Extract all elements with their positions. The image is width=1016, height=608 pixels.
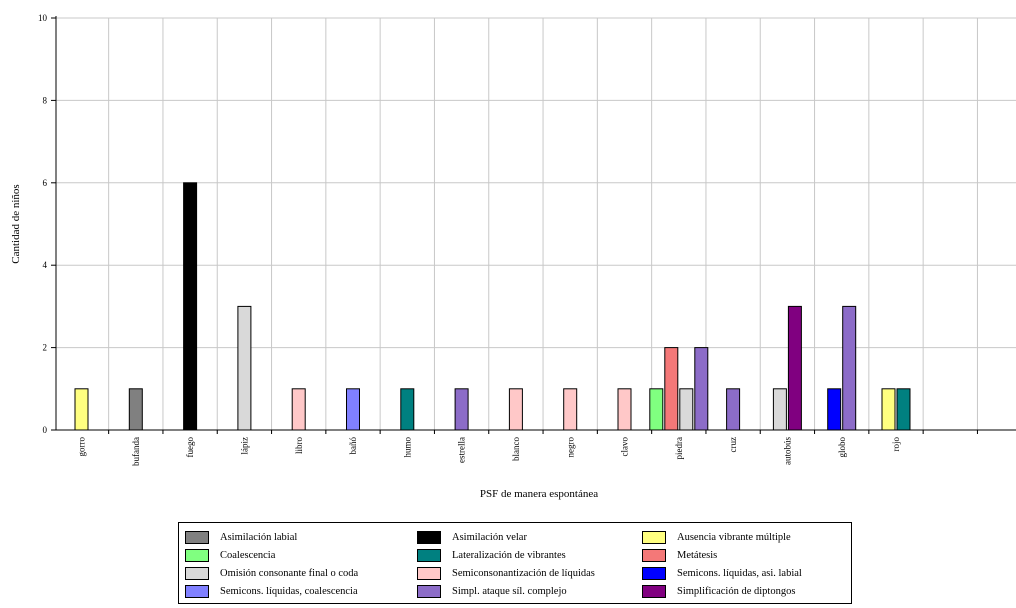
- y-tick-label: 4: [43, 260, 48, 270]
- legend-swatch: [417, 530, 441, 544]
- y-tick-label: 0: [43, 425, 48, 435]
- x-tick-label: blanco: [511, 437, 521, 461]
- legend-label: Coalescencia: [220, 549, 276, 561]
- bar: [726, 388, 741, 431]
- bar: [400, 388, 415, 431]
- legend-label: Simplificación de diptongos: [677, 585, 796, 597]
- legend-item: Ausencia vibrante múltiple: [642, 528, 857, 546]
- legend-swatch: [185, 530, 209, 544]
- axes: 0 2 4 6 8 10 gorro bufanda fuego lápiz libro bañó hu…: [38, 13, 1016, 466]
- legend-label: Lateralización de vibrantes: [452, 549, 566, 561]
- legend-swatch: [185, 566, 209, 580]
- x-axis-label: PSF de manera espontánea: [480, 488, 598, 500]
- x-tick-label: humo: [402, 437, 412, 458]
- x-tick-label: globo: [837, 437, 847, 458]
- x-tick-label: lápiz: [240, 437, 250, 455]
- legend-swatch: [185, 584, 209, 598]
- y-tick-label: 6: [43, 178, 48, 188]
- legend-item: Simplificación de diptongos: [642, 582, 857, 600]
- legend-swatch: [417, 584, 441, 598]
- bar: [291, 388, 306, 431]
- legend-label: Semicons. líquidas, asi. labial: [677, 567, 802, 579]
- y-tick-label: 2: [43, 343, 48, 353]
- x-tick-label: piedra: [674, 437, 684, 460]
- legend-swatch: [642, 584, 666, 598]
- bar: [563, 388, 578, 431]
- legend-swatch: [642, 548, 666, 562]
- legend-label: Semicons. líquidas, coalescencia: [220, 585, 358, 597]
- bars: [74, 182, 911, 431]
- y-tick-label: 10: [38, 13, 48, 23]
- bar: [617, 388, 632, 431]
- x-tick-label: rojo: [891, 437, 901, 452]
- bar: [237, 305, 252, 431]
- legend-item: Semiconsonantización de líquidas: [417, 564, 642, 582]
- x-tick-label: cruz: [728, 437, 738, 453]
- legend-item: Simpl. ataque síl. complejo: [417, 582, 642, 600]
- legend-swatch: [417, 548, 441, 562]
- legend-label: Metátesis: [677, 549, 718, 561]
- x-tick-label: fuego: [185, 437, 195, 458]
- legend-item: Asimilación labial: [185, 528, 417, 546]
- bar: [664, 347, 679, 431]
- legend-label: Asimilación velar: [452, 531, 527, 543]
- bar: [896, 388, 911, 431]
- legend-label: Simpl. ataque síl. complejo: [452, 585, 567, 597]
- x-tick-label: negro: [565, 437, 575, 458]
- y-axis-label: Cantidad de niños: [10, 184, 22, 263]
- x-tick-label: autobús: [783, 437, 793, 465]
- legend-item: Lateralización de vibrantes: [417, 546, 642, 564]
- legend-label: Omisión consonante final o coda: [220, 567, 359, 579]
- legend-swatch: [185, 548, 209, 562]
- legend-item: Coalescencia: [185, 546, 417, 564]
- x-tick-label: estrella: [457, 437, 467, 463]
- legend-swatch: [417, 566, 441, 580]
- legend-item: Omisión consonante final o coda: [185, 564, 417, 582]
- bar: [454, 388, 469, 431]
- bar: [346, 388, 360, 431]
- x-tick-label: clavo: [620, 437, 630, 457]
- bar: [827, 388, 842, 431]
- bar: [772, 388, 787, 431]
- legend-swatch: [642, 530, 666, 544]
- legend-label: Ausencia vibrante múltiple: [677, 531, 791, 543]
- bar: [649, 388, 664, 431]
- legend-label: Semiconsonantización de líquidas: [452, 567, 595, 579]
- x-tick-label: libro: [294, 437, 304, 454]
- legend-item: Semicons. líquidas, asi. labial: [642, 564, 857, 582]
- x-tick-label: gorro: [77, 437, 87, 457]
- bar: [508, 388, 523, 431]
- legend-item: Asimilación velar: [417, 528, 642, 546]
- bar: [881, 388, 896, 431]
- legend-swatch: [642, 566, 666, 580]
- bar: [694, 347, 709, 431]
- legend-item: Metátesis: [642, 546, 857, 564]
- x-tick-label: bañó: [348, 437, 358, 455]
- y-tick-label: 8: [43, 95, 48, 105]
- x-tick-label: bufanda: [131, 437, 141, 466]
- bar: [679, 388, 694, 431]
- legend: Asimilación labial Asimilación velar Ausen…: [178, 522, 852, 604]
- legend-item: Semicons. líquidas, coalescencia: [185, 582, 417, 600]
- legend-label: Asimilación labial: [220, 531, 298, 543]
- bar: [74, 388, 89, 431]
- bar: [842, 305, 857, 431]
- grid: [56, 17, 1016, 434]
- legend-grid: Asimilación labial Asimilación velar Ausen…: [179, 523, 851, 600]
- bar: [128, 388, 143, 431]
- bar: [787, 305, 802, 431]
- bar: [183, 182, 198, 431]
